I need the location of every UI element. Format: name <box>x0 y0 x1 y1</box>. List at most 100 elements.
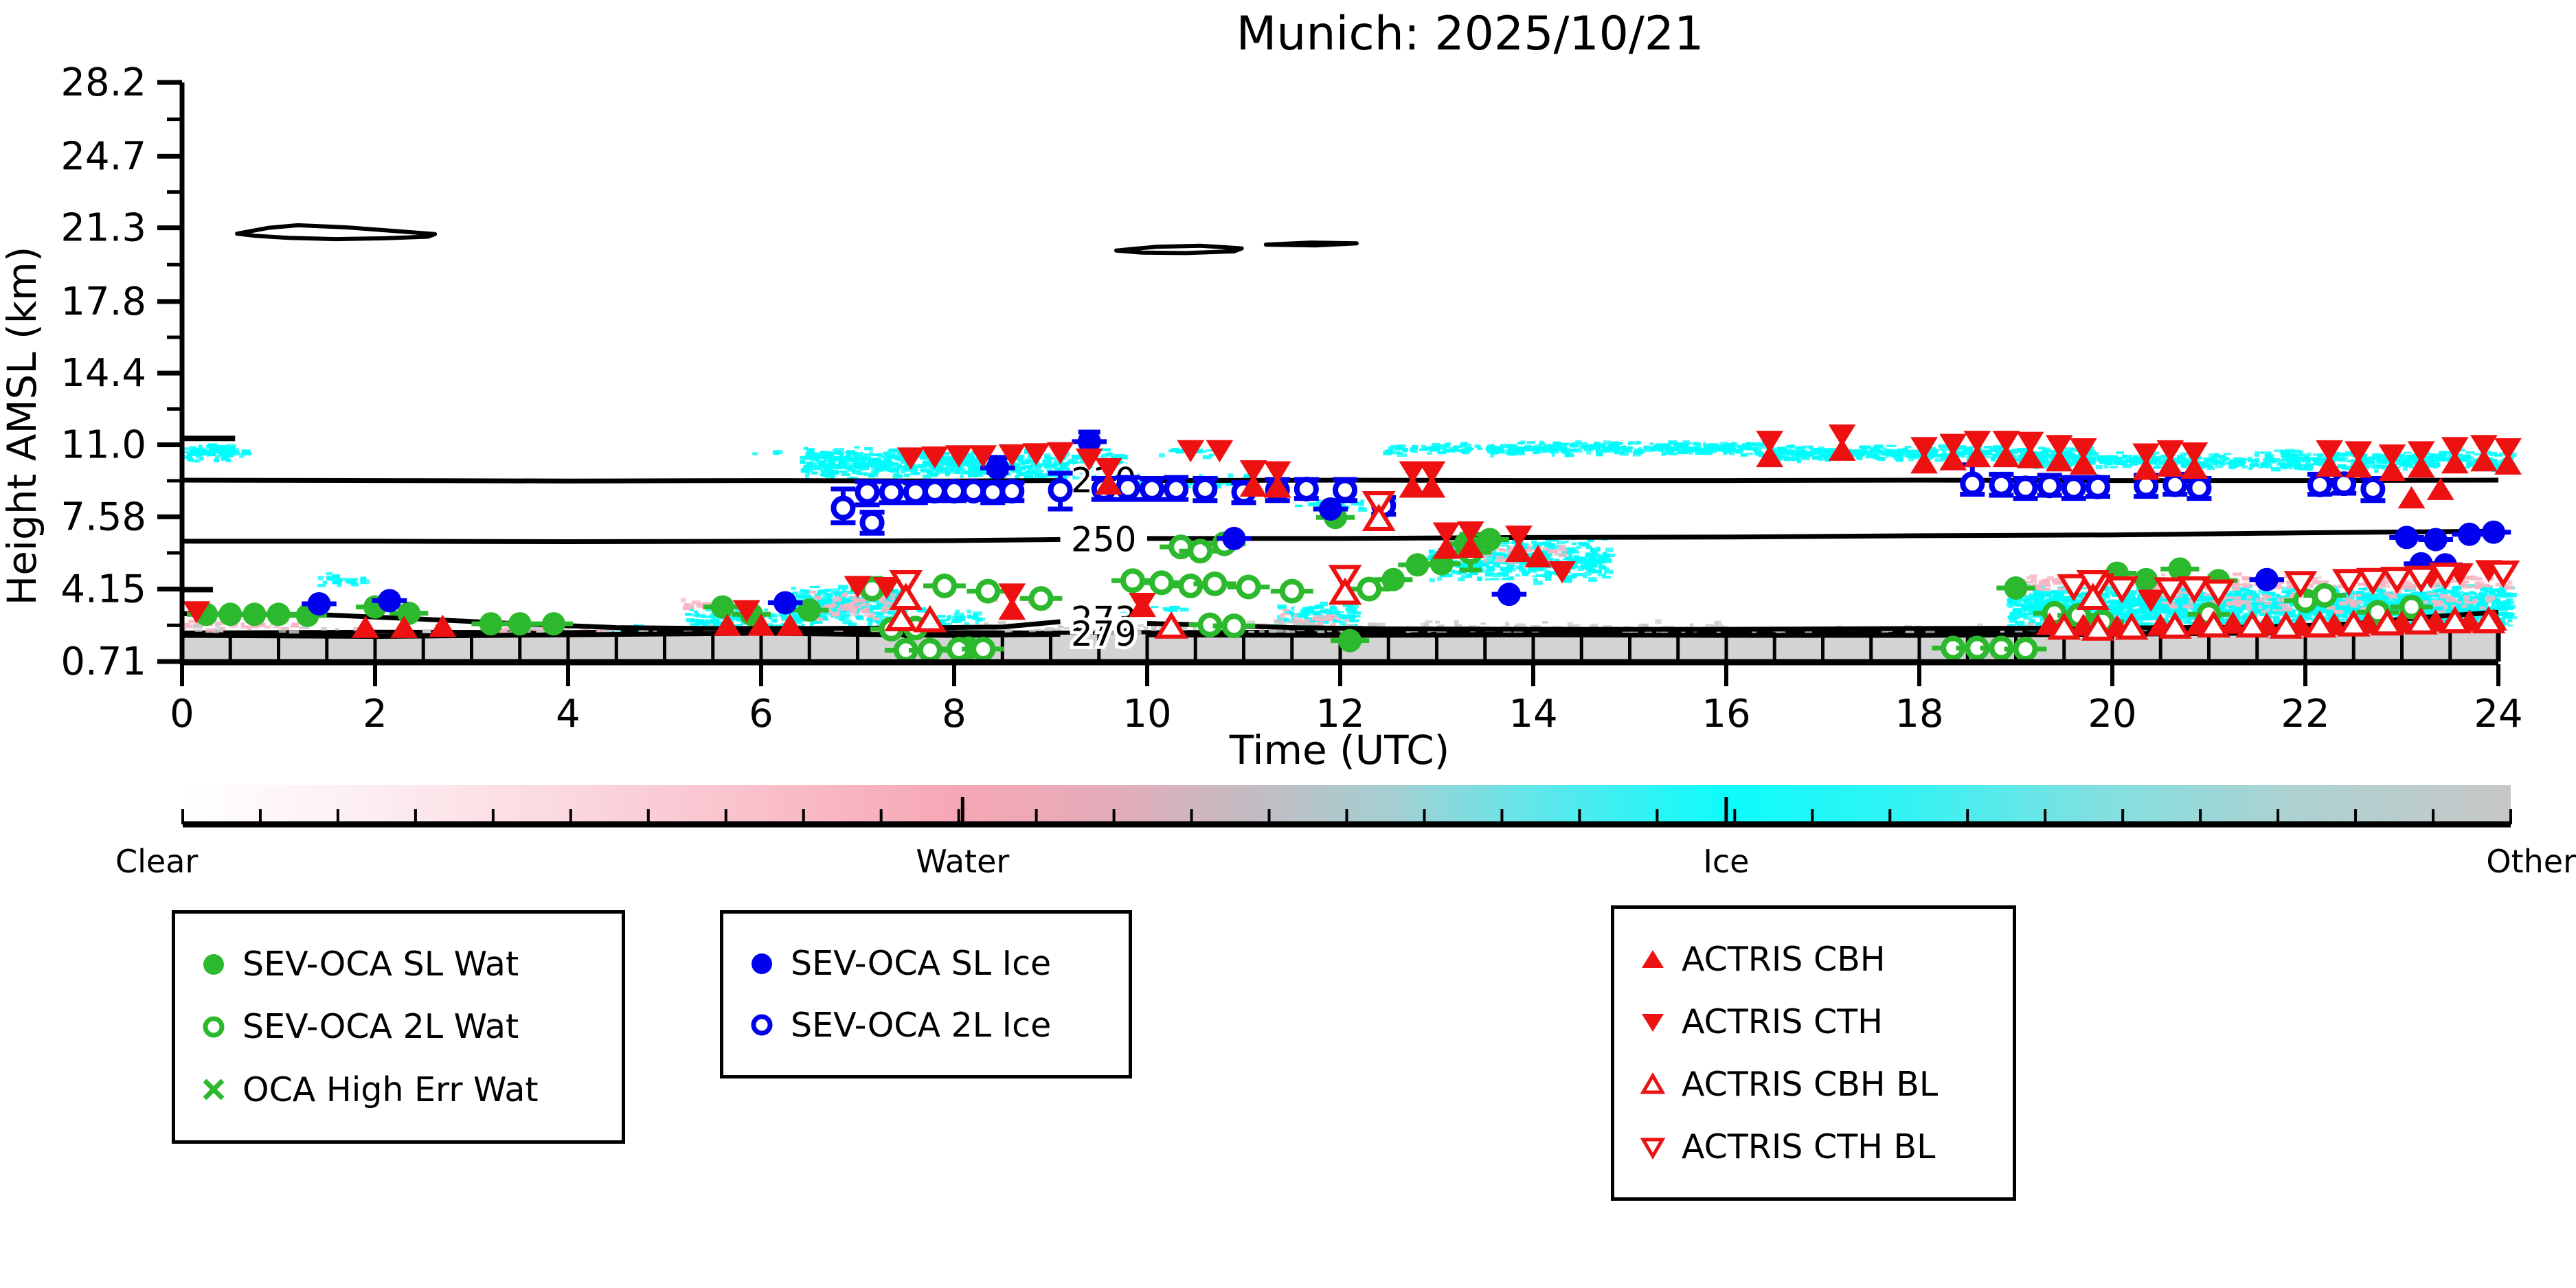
cyan-pixel <box>2209 456 2216 461</box>
cyan-pixel <box>1533 580 1543 585</box>
cyan-pixel <box>2187 620 2191 623</box>
cyan-pixel <box>858 466 865 471</box>
cyan-pixel <box>1807 451 1816 455</box>
cyan-pixel <box>1491 444 1495 447</box>
cyan-pixel <box>2397 466 2401 469</box>
cyan-pixel <box>2212 461 2217 464</box>
cyan-pixel <box>2300 460 2305 462</box>
cyan-pixel <box>1519 565 1524 569</box>
cyan-pixel <box>872 611 883 614</box>
cyan-pixel <box>208 449 216 451</box>
cyan-pixel <box>1557 541 1566 545</box>
cyan-pixel <box>1502 562 1511 565</box>
cyan-pixel <box>1982 452 1987 457</box>
cyan-pixel <box>2105 589 2110 594</box>
cyan-pixel <box>2364 466 2369 470</box>
cyan-pixel <box>2482 451 2492 455</box>
cyan-pixel <box>2135 601 2144 607</box>
cyan-pixel <box>2239 461 2246 466</box>
cyan-pixel <box>2292 458 2301 463</box>
cyan-pixel <box>2424 594 2429 598</box>
cyan-pixel <box>2403 451 2412 454</box>
cyan-pixel <box>975 620 980 624</box>
cyan-pixel <box>1893 456 1903 460</box>
cyan-pixel <box>816 620 823 624</box>
cyan-pixel <box>1490 453 1494 457</box>
cyan-pixel <box>1601 442 1606 447</box>
cyan-pixel <box>1886 449 1891 453</box>
cyan-pixel <box>2127 601 2136 607</box>
cyan-pixel <box>1484 578 1489 581</box>
cyan-pixel <box>2239 615 2244 620</box>
cyan-pixel <box>855 455 864 459</box>
cyan-pixel <box>1605 448 1609 453</box>
cyan-pixel <box>2221 462 2226 466</box>
cyan-pixel <box>1773 452 1781 455</box>
cyan-pixel <box>2248 456 2252 461</box>
cyan-pixel <box>1552 545 1562 549</box>
cyan-pixel <box>892 474 897 479</box>
cyan-pixel <box>1357 507 1367 512</box>
cyan-pixel <box>1790 453 1800 458</box>
cyan-pixel <box>2457 591 2464 594</box>
cyan-pixel <box>1875 444 1884 449</box>
cyan-pixel <box>709 615 715 618</box>
cyan-pixel <box>1667 446 1674 450</box>
cyan-pixel <box>2024 598 2032 601</box>
cyan-pixel <box>831 471 839 475</box>
cyan-pixel <box>955 611 960 614</box>
cyan-pixel <box>967 458 971 462</box>
cyan-pixel <box>1596 452 1603 457</box>
cyan-pixel <box>2243 612 2254 616</box>
cyan-pixel <box>1500 544 1509 547</box>
cyan-pixel <box>2042 447 2050 452</box>
cyan-pixel <box>1583 559 1593 562</box>
cyan-pixel <box>2110 589 2118 594</box>
cyan-pixel <box>1090 473 1099 476</box>
cyan-pixel <box>1737 449 1741 453</box>
cyan-pixel <box>2268 598 2276 601</box>
cyan-pixel <box>1667 450 1672 454</box>
cyan-pixel <box>198 453 207 455</box>
cyan-pixel <box>874 460 884 466</box>
cyan-pixel <box>2270 457 2274 462</box>
cyan-pixel <box>1014 475 1019 479</box>
cyan-pixel <box>809 622 814 627</box>
cyan-pixel <box>1100 453 1109 457</box>
cyan-pixel <box>2298 464 2309 467</box>
cyan-pixel <box>891 449 896 453</box>
cyan-pixel <box>1660 449 1670 452</box>
cyan-pixel <box>1984 456 1991 459</box>
cyan-pixel <box>1568 449 1577 451</box>
cyan-pixel <box>811 465 817 471</box>
cyan-pixel <box>948 457 954 462</box>
cyan-pixel <box>2239 596 2244 601</box>
cyan-pixel <box>1574 449 1583 453</box>
cyan-pixel <box>1855 453 1863 456</box>
cyan-pixel <box>187 452 191 456</box>
cyan-pixel <box>910 471 917 475</box>
cyan-pixel <box>701 613 705 619</box>
cyan-pixel <box>1600 560 1605 564</box>
cyan-pixel <box>1018 473 1023 477</box>
cyan-pixel <box>803 465 807 470</box>
cyan-pixel <box>897 464 902 469</box>
cyan-pixel <box>1453 445 1462 448</box>
cyan-pixel <box>1715 446 1724 451</box>
cyan-pixel <box>771 613 778 618</box>
cyan-pixel <box>1316 499 1322 504</box>
cyan-pixel <box>219 451 224 453</box>
cyan-pixel <box>1500 444 1510 449</box>
cyan-pixel <box>955 609 960 612</box>
cyan-pixel <box>1673 447 1679 451</box>
cyan-pixel <box>705 609 713 612</box>
cyan-pixel <box>1429 578 1435 583</box>
cyan-pixel <box>841 472 850 476</box>
cyan-pixel <box>2498 594 2503 597</box>
cyan-pixel <box>2121 614 2127 618</box>
cyan-pixel <box>2237 611 2243 613</box>
cyan-pixel <box>1046 460 1052 464</box>
cyan-pixel <box>1444 443 1450 448</box>
cyan-pixel <box>2333 451 2340 457</box>
cyan-pixel <box>194 459 201 463</box>
